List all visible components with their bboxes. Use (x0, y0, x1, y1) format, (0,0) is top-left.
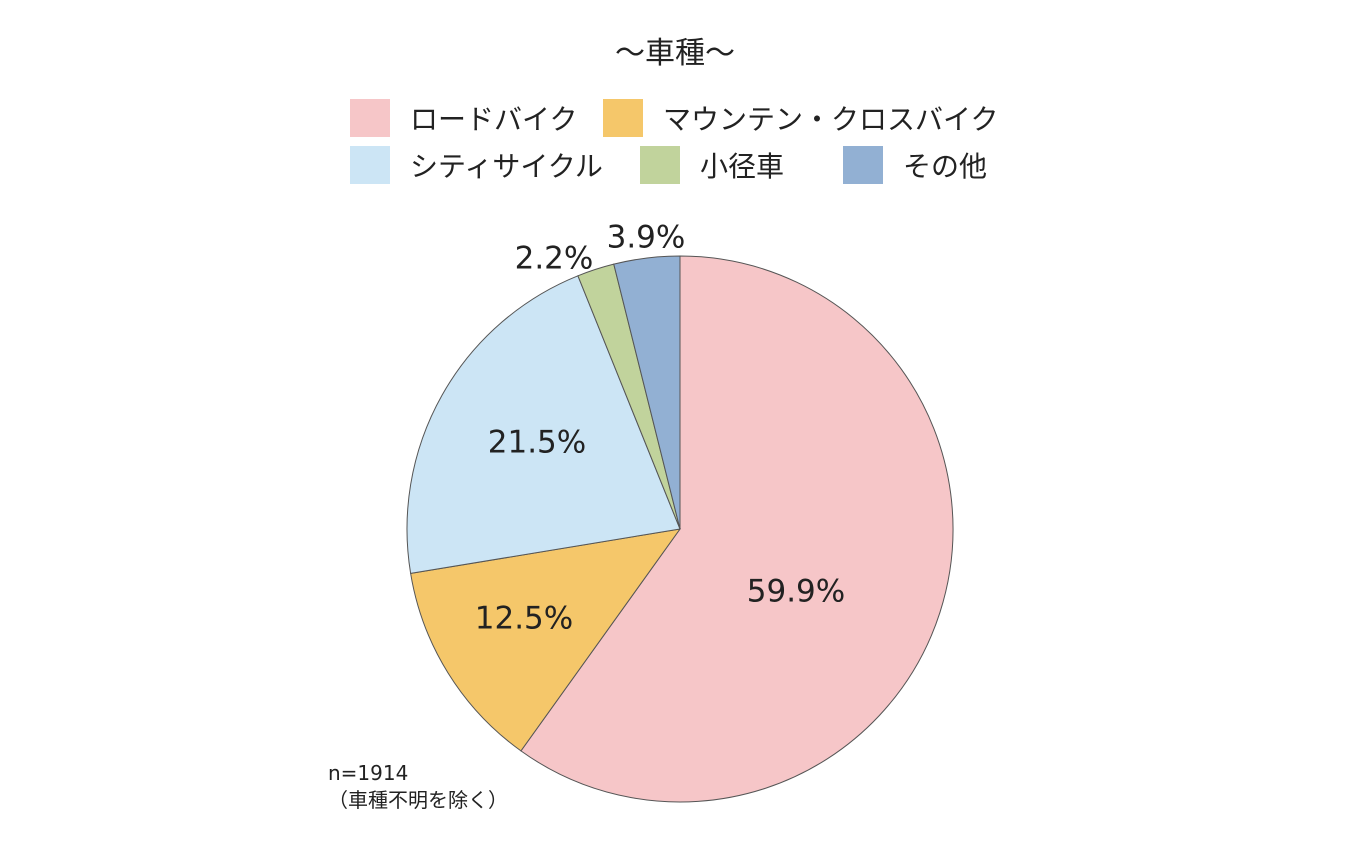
legend-label: シティサイクル (410, 150, 603, 183)
legend-item-mountain-cross-bike: マウンテン・クロスバイク (603, 98, 998, 138)
legend-swatch (843, 146, 883, 184)
exclusion-note-text: （車種不明を除く） (328, 788, 508, 812)
legend-label: その他 (903, 150, 988, 183)
legend-item-other: その他 (843, 145, 987, 185)
slice-percent-label: 12.5% (475, 601, 573, 637)
legend-label: 小径車 (700, 150, 785, 183)
legend-label: ロードバイク (410, 103, 578, 136)
legend-swatch (350, 99, 390, 137)
legend-label: マウンテン・クロスバイク (663, 103, 999, 136)
pie-slice (520, 255, 954, 803)
sample-size-text: n=1914 (328, 761, 409, 785)
slice-percent-label: 3.9% (607, 220, 686, 256)
legend-swatch (350, 146, 390, 184)
chart-title: ～車種～ (615, 36, 735, 71)
slice-percent-label: 59.9% (747, 574, 845, 610)
slice-percent-label: 21.5% (488, 425, 586, 461)
legend-swatch (603, 99, 643, 137)
legend-item-small-wheel: 小径車 (640, 145, 784, 185)
legend-swatch (640, 146, 680, 184)
sample-note: n=1914 （車種不明を除く） (328, 760, 508, 814)
slice-percent-label: 2.2% (515, 241, 594, 277)
pie-slice (406, 275, 681, 574)
legend-item-city-cycle: シティサイクル (350, 145, 603, 185)
pie-slice (410, 528, 682, 752)
legend-item-road-bike: ロードバイク (350, 98, 577, 138)
pie-slice (613, 255, 681, 530)
